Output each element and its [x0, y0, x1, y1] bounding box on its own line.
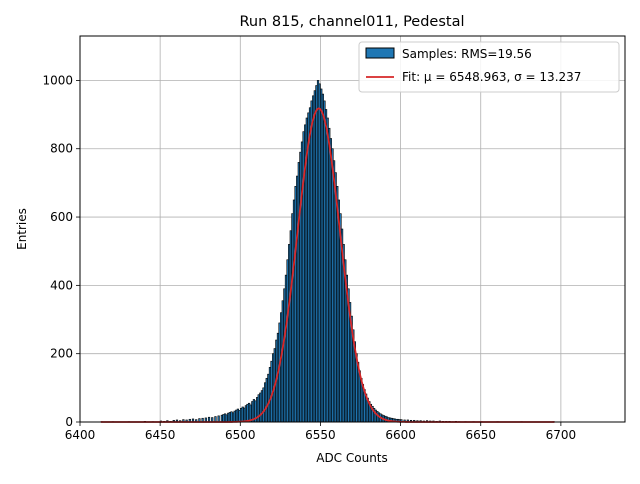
chart-title: Run 815, channel011, Pedestal: [239, 14, 464, 30]
y-axis-label: Entries: [15, 208, 29, 250]
x-tick-label: 6500: [225, 428, 256, 442]
y-tick-label: 800: [50, 142, 73, 156]
x-tick-label: 6700: [546, 428, 577, 442]
x-tick-label: 6450: [145, 428, 176, 442]
legend-label-samples: Samples: RMS=19.56: [402, 47, 532, 61]
y-tick-label: 200: [50, 347, 73, 361]
y-tick-label: 400: [50, 278, 73, 292]
legend: Samples: RMS=19.56 Fit: μ = 6548.963, σ …: [359, 42, 619, 92]
legend-swatch-samples: [366, 48, 394, 58]
y-tick-label: 600: [50, 210, 73, 224]
y-tick-label: 0: [65, 415, 73, 429]
histogram-bar: [218, 416, 220, 422]
y-tick-label: 1000: [42, 73, 73, 87]
x-tick-label: 6650: [465, 428, 496, 442]
x-tick-label: 6550: [305, 428, 336, 442]
x-axis-label: ADC Counts: [316, 451, 388, 465]
x-tick-label: 6600: [385, 428, 416, 442]
x-tick-label: 6400: [65, 428, 96, 442]
legend-label-fit: Fit: μ = 6548.963, σ = 13.237: [402, 70, 581, 84]
